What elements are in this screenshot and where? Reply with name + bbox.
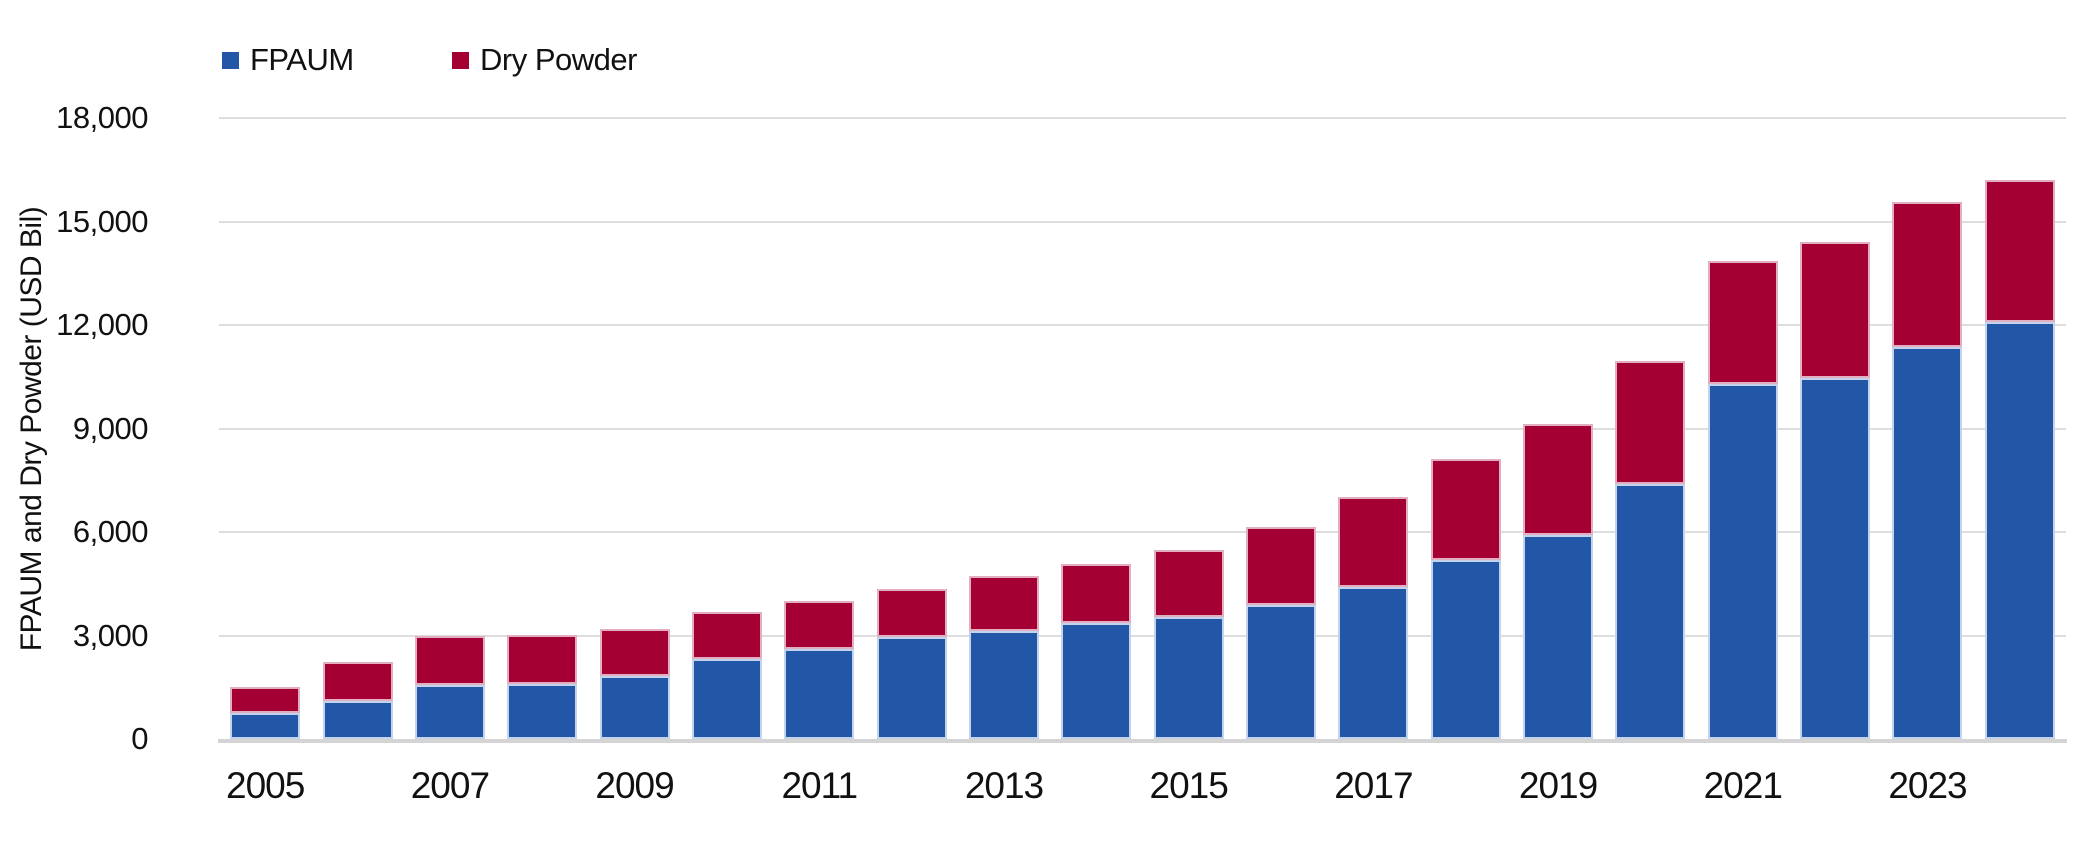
bar-segment-dry-powder-2008	[507, 634, 578, 684]
bar-segment-dry-powder-2020	[1615, 360, 1686, 484]
gridline-6000	[219, 531, 2066, 533]
bar-segment-fpaum-2018	[1430, 559, 1501, 739]
bar-segment-dry-powder-2014	[1061, 564, 1132, 624]
legend-swatch-fpaum	[222, 51, 239, 69]
x-tick-label: 2023	[1888, 765, 1967, 806]
y-tick-label: 15,000	[56, 203, 148, 239]
bar-segment-fpaum-2021	[1707, 383, 1778, 739]
y-tick-label: 3,000	[72, 617, 149, 653]
bar-segment-fpaum-2017	[1338, 586, 1409, 739]
bar-segment-dry-powder-2023	[1892, 201, 1963, 347]
legend-label: FPAUM	[250, 42, 354, 77]
bar-segment-dry-powder-2015	[1153, 549, 1224, 617]
bar-segment-fpaum-2005	[230, 713, 301, 739]
legend-item-fpaum: FPAUM	[222, 40, 354, 80]
x-tick-label: 2019	[1518, 765, 1598, 806]
x-tick-label: 2017	[1334, 765, 1413, 806]
bar-segment-dry-powder-2009	[599, 628, 670, 676]
bar-segment-fpaum-2010	[691, 658, 762, 739]
bar-segment-fpaum-2015	[1153, 616, 1224, 739]
x-tick-label: 2007	[410, 765, 490, 806]
bar-segment-fpaum-2024	[1984, 321, 2055, 739]
y-tick-label: 9,000	[72, 410, 149, 446]
bar-segment-fpaum-2020	[1615, 483, 1686, 739]
bar-segment-fpaum-2022	[1800, 377, 1871, 739]
x-tick-label: 2015	[1149, 765, 1229, 806]
bar-segment-fpaum-2023	[1892, 346, 1963, 739]
bar-segment-dry-powder-2022	[1800, 241, 1871, 378]
bar-segment-dry-powder-2012	[876, 589, 947, 638]
gridline-12000	[219, 324, 2066, 326]
bar-segment-fpaum-2019	[1523, 535, 1594, 739]
legend-item-dry-powder: Dry Powder	[452, 40, 637, 80]
bar-segment-dry-powder-2018	[1430, 458, 1501, 560]
x-tick-label: 2009	[595, 765, 674, 806]
y-tick-label: 6,000	[72, 514, 149, 549]
bar-segment-dry-powder-2019	[1523, 424, 1594, 536]
y-tick-label: 0	[131, 721, 148, 756]
bar-segment-dry-powder-2005	[230, 686, 301, 714]
x-tick-label: 2011	[781, 765, 858, 806]
y-tick-label: 18,000	[56, 100, 148, 135]
legend: FPAUM Dry Powder	[0, 40, 2092, 80]
bar-segment-fpaum-2007	[414, 684, 485, 739]
bar-segment-dry-powder-2016	[1246, 526, 1317, 605]
x-tick-label: 2005	[226, 765, 305, 806]
bar-segment-fpaum-2012	[876, 637, 947, 739]
bar-segment-fpaum-2014	[1061, 623, 1132, 739]
legend-swatch-dry-powder	[452, 51, 469, 69]
bar-segment-dry-powder-2011	[784, 601, 855, 650]
gridline-3000	[219, 634, 2066, 637]
y-tick-label: 12,000	[56, 307, 148, 342]
bar-segment-dry-powder-2013	[968, 575, 1039, 631]
gridline-18000	[219, 117, 2066, 119]
bar-segment-fpaum-2016	[1246, 604, 1317, 739]
bar-segment-dry-powder-2010	[691, 612, 762, 659]
bar-segment-fpaum-2009	[599, 675, 670, 739]
bar-segment-fpaum-2011	[784, 649, 855, 739]
gridline-15000	[219, 220, 2066, 223]
bar-segment-dry-powder-2024	[1984, 180, 2055, 322]
bar-segment-dry-powder-2021	[1707, 260, 1778, 384]
bar-segment-dry-powder-2006	[322, 662, 393, 702]
x-axis-line	[218, 739, 2067, 743]
x-tick-label: 2013	[964, 765, 1044, 806]
bar-segment-fpaum-2013	[968, 630, 1039, 739]
gridline-9000	[219, 427, 2066, 430]
bar-segment-fpaum-2008	[507, 683, 578, 739]
bar-segment-dry-powder-2017	[1338, 496, 1409, 587]
legend-label: Dry Powder	[480, 42, 637, 77]
bar-segment-dry-powder-2007	[414, 635, 485, 685]
bar-segment-fpaum-2006	[322, 701, 393, 739]
x-tick-label: 2021	[1703, 765, 1783, 806]
